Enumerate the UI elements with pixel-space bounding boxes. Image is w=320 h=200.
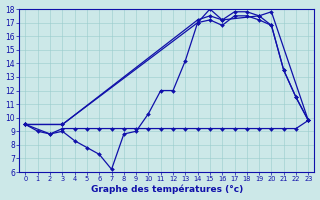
X-axis label: Graphe des températures (°c): Graphe des températures (°c) [91, 185, 243, 194]
